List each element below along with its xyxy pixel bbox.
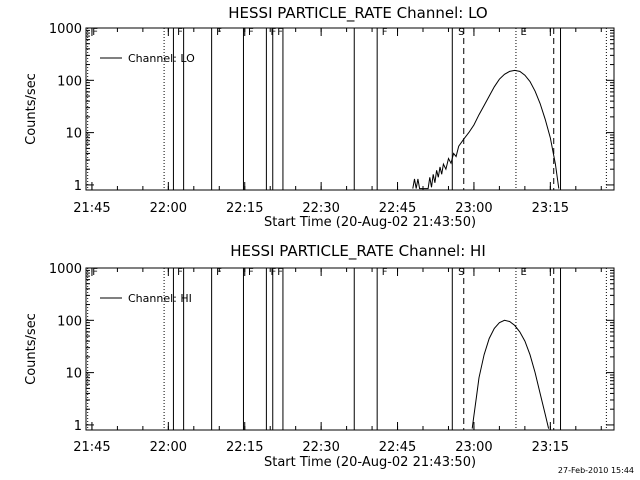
x-tick-label: 23:00 — [455, 440, 492, 455]
legend-label: Channel: LO — [128, 52, 195, 65]
series-line — [471, 319, 550, 429]
flag-letter: F — [277, 27, 283, 38]
x-tick-label: 22:00 — [150, 201, 187, 216]
flag-letter: F — [271, 267, 277, 278]
plot-frame — [85, 27, 615, 191]
flag-letter: F — [177, 27, 183, 38]
chart-title: HESSI PARTICLE_RATE Channel: HI — [230, 242, 486, 261]
flag-letter: F — [382, 27, 388, 38]
footer-timestamp: 27-Feb-2010 15:44 — [557, 466, 634, 475]
y-tick-label: 10 — [65, 127, 82, 142]
x-axis-label: Start Time (20-Aug-02 21:43:50) — [264, 215, 476, 230]
y-tick-label: 1000 — [49, 262, 82, 277]
flag-letter: F — [248, 267, 254, 278]
flag-letter: F — [92, 267, 98, 278]
flag-letter: F — [216, 27, 222, 38]
flag-letter: E — [521, 267, 527, 278]
series-line — [412, 69, 560, 190]
flag-letter: E — [521, 27, 527, 38]
x-tick-label: 22:30 — [302, 201, 339, 216]
x-tick-label: 22:30 — [302, 440, 339, 455]
flag-letter: S — [458, 27, 464, 38]
chart-title: HESSI PARTICLE_RATE Channel: LO — [228, 4, 487, 23]
x-tick-label: 23:15 — [532, 440, 569, 455]
y-tick-label: 10 — [65, 367, 82, 382]
x-tick-label: 22:15 — [226, 201, 263, 216]
x-tick-label: 23:15 — [532, 201, 569, 216]
plot-frame — [85, 267, 615, 431]
y-axis-label: Counts/sec — [24, 313, 39, 385]
flag-letter: F — [177, 267, 183, 278]
y-tick-label: 1 — [74, 179, 82, 194]
x-tick-label: 23:00 — [455, 201, 492, 216]
flag-letter: F — [216, 267, 222, 278]
x-tick-label: 22:45 — [379, 440, 416, 455]
flag-letter: F — [277, 267, 283, 278]
y-tick-label: 1000 — [49, 22, 82, 37]
x-tick-label: 22:45 — [379, 201, 416, 216]
y-tick-label: 100 — [57, 74, 82, 89]
y-axis-label: Counts/sec — [24, 73, 39, 145]
y-tick-label: 100 — [57, 314, 82, 329]
flag-letter: S — [458, 267, 464, 278]
flag-letter: F — [271, 27, 277, 38]
x-tick-label: 21:45 — [73, 440, 110, 455]
legend-label: Channel: HI — [128, 292, 192, 305]
x-tick-label: 21:45 — [73, 201, 110, 216]
y-tick-label: 1 — [74, 419, 82, 434]
x-axis-label: Start Time (20-Aug-02 21:43:50) — [264, 455, 476, 470]
x-tick-label: 22:00 — [150, 440, 187, 455]
flag-letter: F — [382, 267, 388, 278]
flag-letter: F — [248, 27, 254, 38]
flag-letter: F — [92, 27, 98, 38]
x-tick-label: 22:15 — [226, 440, 263, 455]
